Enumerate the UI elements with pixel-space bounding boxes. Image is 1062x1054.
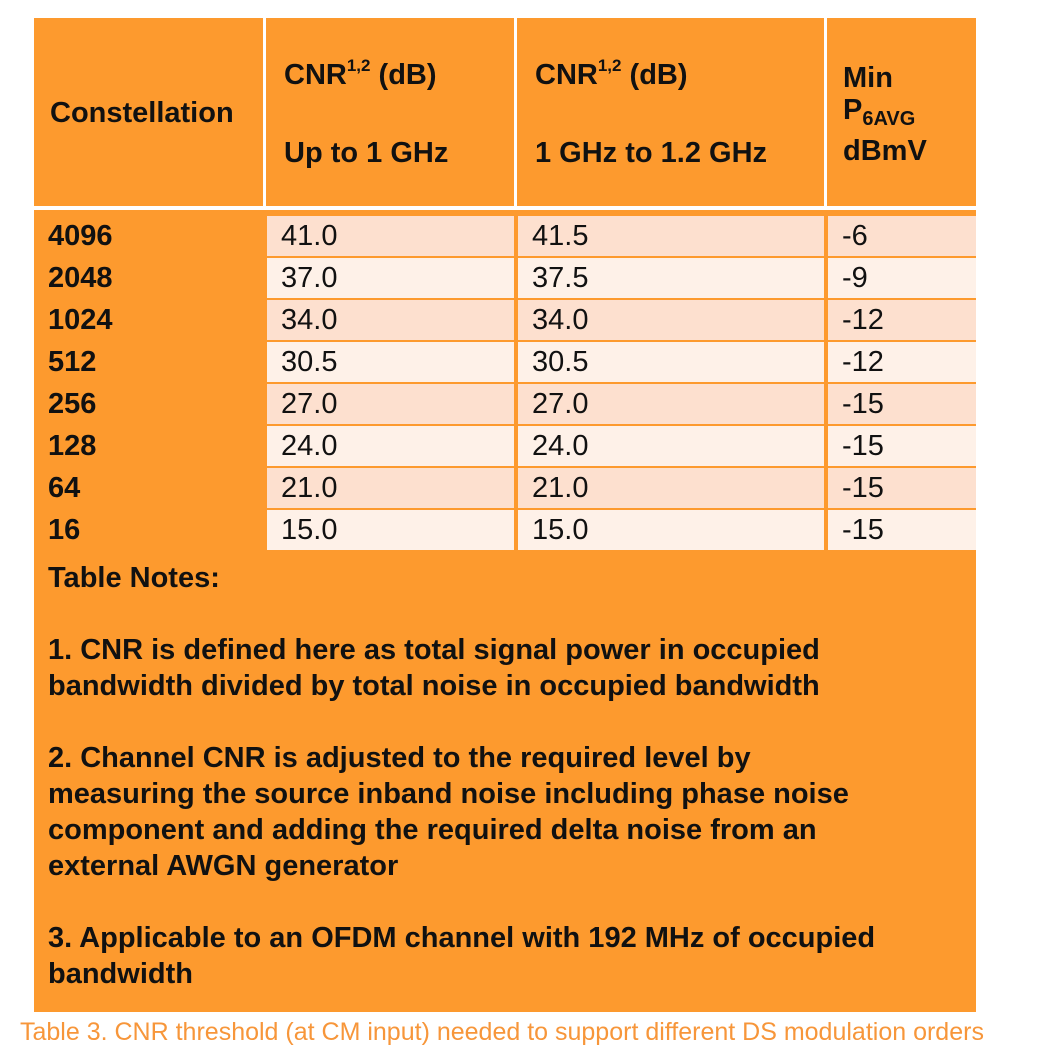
cell-cnr-1ghz: 34.0: [267, 300, 514, 340]
cell-cnr-1-2ghz: 27.0: [518, 384, 824, 424]
note-1: 1. CNR is defined here as total signal p…: [48, 634, 820, 702]
header-cnr-up-to-1ghz: CNR1,2 (dB) Up to 1 GHz: [284, 56, 449, 246]
cell-min-p6avg: -15: [828, 510, 976, 550]
notes-title: Table Notes:: [48, 562, 220, 594]
cell-constellation: 256: [34, 384, 263, 424]
cell-cnr-1-2ghz: 30.5: [518, 342, 824, 382]
table-row: 16 15.0 15.0 -15: [34, 510, 976, 552]
cell-min-p6avg: -15: [828, 468, 976, 508]
min-label: Min: [843, 62, 893, 94]
cell-cnr-1ghz: 37.0: [267, 258, 514, 298]
cell-cnr-1ghz: 24.0: [267, 426, 514, 466]
cnr-unit: (dB): [629, 59, 688, 91]
cell-cnr-1ghz: 30.5: [267, 342, 514, 382]
cell-constellation: 4096: [34, 216, 263, 256]
cell-min-p6avg: -12: [828, 300, 976, 340]
header-divider: [263, 18, 266, 206]
cell-cnr-1-2ghz: 37.5: [518, 258, 824, 298]
cell-constellation: 64: [34, 468, 263, 508]
cell-cnr-1-2ghz: 34.0: [518, 300, 824, 340]
cell-cnr-1ghz: 41.0: [267, 216, 514, 256]
cnr-superscript: 1,2: [597, 56, 622, 75]
table-row: 256 27.0 27.0 -15: [34, 384, 976, 426]
cell-constellation: 1024: [34, 300, 263, 340]
cnr-superscript: 1,2: [346, 56, 371, 75]
cell-min-p6avg: -9: [828, 258, 976, 298]
table-row: 1024 34.0 34.0 -12: [34, 300, 976, 342]
cell-cnr-1-2ghz: 41.5: [518, 216, 824, 256]
p-label: P: [843, 94, 863, 126]
header-constellation: Constellation: [50, 97, 234, 129]
cnr-unit: (dB): [378, 59, 437, 91]
cnr-label: CNR: [535, 59, 598, 91]
cell-min-p6avg: -15: [828, 426, 976, 466]
cell-cnr-1-2ghz: 21.0: [518, 468, 824, 508]
cell-cnr-1ghz: 15.0: [267, 510, 514, 550]
p-subscript: 6AVG: [862, 108, 916, 130]
table-notes: Table Notes: 1. CNR is defined here as t…: [48, 560, 968, 992]
cell-cnr-1ghz: 27.0: [267, 384, 514, 424]
col2-subheading: 1 GHz to 1.2 GHz: [535, 137, 768, 169]
cell-cnr-1-2ghz: 15.0: [518, 510, 824, 550]
note-3: 3. Applicable to an OFDM channel with 19…: [48, 922, 876, 990]
cell-cnr-1ghz: 21.0: [267, 468, 514, 508]
cnr-threshold-table: Constellation CNR1,2 (dB) Up to 1 GHz CN…: [34, 18, 976, 1012]
header-divider: [514, 18, 517, 206]
cell-min-p6avg: -6: [828, 216, 976, 256]
cell-constellation: 512: [34, 342, 263, 382]
cell-min-p6avg: -15: [828, 384, 976, 424]
table-row: 64 21.0 21.0 -15: [34, 468, 976, 510]
cnr-label: CNR: [284, 59, 347, 91]
header-min-p6avg: Min P6AVG dBmV: [843, 62, 927, 250]
dbmv-label: dBmV: [843, 135, 927, 167]
header-rule: [34, 206, 976, 210]
col1-subheading: Up to 1 GHz: [284, 137, 449, 169]
cell-min-p6avg: -12: [828, 342, 976, 382]
note-2: 2. Channel CNR is adjusted to the requir…: [48, 742, 849, 882]
cell-constellation: 128: [34, 426, 263, 466]
cell-constellation: 16: [34, 510, 263, 550]
cell-constellation: 2048: [34, 258, 263, 298]
table-caption: Table 3. CNR threshold (at CM input) nee…: [20, 1018, 984, 1046]
table-row: 512 30.5 30.5 -12: [34, 342, 976, 384]
header-cnr-1-to-1-2ghz: CNR1,2 (dB) 1 GHz to 1.2 GHz: [535, 56, 768, 246]
table-row: 2048 37.0 37.5 -9: [34, 258, 976, 300]
table-row: 4096 41.0 41.5 -6: [34, 216, 976, 258]
table-row: 128 24.0 24.0 -15: [34, 426, 976, 468]
header-divider: [824, 18, 827, 206]
cell-cnr-1-2ghz: 24.0: [518, 426, 824, 466]
